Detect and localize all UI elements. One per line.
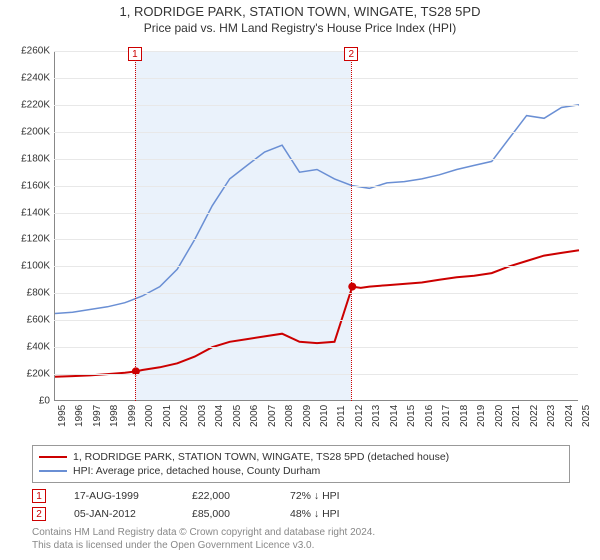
event-marker-box: 2 <box>32 507 46 521</box>
footer-line: This data is licensed under the Open Gov… <box>32 540 570 553</box>
series-dot <box>348 283 356 291</box>
event-marker-box: 1 <box>128 47 142 61</box>
y-axis-label: £140K <box>10 207 50 218</box>
gridline <box>54 213 578 214</box>
event-table: 1 17-AUG-1999 £22,000 72% ↓ HPI 2 05-JAN… <box>32 487 570 523</box>
y-axis-label: £260K <box>10 46 50 57</box>
y-axis-label: £0 <box>10 396 50 407</box>
legend-swatch <box>39 456 67 458</box>
plot-area <box>54 51 578 401</box>
legend-label: HPI: Average price, detached house, Coun… <box>73 465 320 477</box>
event-date: 17-AUG-1999 <box>74 490 164 502</box>
event-price: £22,000 <box>192 490 262 502</box>
y-axis-label: £180K <box>10 153 50 164</box>
footer-line: Contains HM Land Registry data © Crown c… <box>32 527 570 540</box>
y-axis-label: £100K <box>10 261 50 272</box>
event-price: £85,000 <box>192 508 262 520</box>
event-vline <box>351 51 352 401</box>
series-price_paid <box>55 250 579 377</box>
y-axis-label: £160K <box>10 180 50 191</box>
y-axis-label: £240K <box>10 72 50 83</box>
chart-subtitle: Price paid vs. HM Land Registry's House … <box>0 19 600 41</box>
event-row: 1 17-AUG-1999 £22,000 72% ↓ HPI <box>32 487 570 505</box>
event-delta: 72% ↓ HPI <box>290 490 340 502</box>
gridline <box>54 132 578 133</box>
gridline <box>54 266 578 267</box>
event-marker-box: 2 <box>344 47 358 61</box>
event-marker-box: 1 <box>32 489 46 503</box>
y-axis-label: £80K <box>10 288 50 299</box>
chart-area: £0 £20K £40K £60K £80K £100K £120K £140K £160K £1… <box>10 41 590 441</box>
y-axis-label: £40K <box>10 342 50 353</box>
y-axis-label: £60K <box>10 315 50 326</box>
series-hpi <box>55 105 579 314</box>
chart-container: 1, RODRIDGE PARK, STATION TOWN, WINGATE,… <box>0 0 600 560</box>
legend-swatch <box>39 470 67 472</box>
line-layer <box>55 51 579 401</box>
y-axis-label: £120K <box>10 234 50 245</box>
event-date: 05-JAN-2012 <box>74 508 164 520</box>
event-vline <box>135 51 136 401</box>
chart-title: 1, RODRIDGE PARK, STATION TOWN, WINGATE,… <box>0 0 600 19</box>
gridline <box>54 293 578 294</box>
legend-item: 1, RODRIDGE PARK, STATION TOWN, WINGATE,… <box>39 450 563 464</box>
legend: 1, RODRIDGE PARK, STATION TOWN, WINGATE,… <box>32 445 570 483</box>
legend-item: HPI: Average price, detached house, Coun… <box>39 464 563 478</box>
gridline <box>54 78 578 79</box>
x-axis-label: 2025 <box>581 405 600 427</box>
gridline <box>54 347 578 348</box>
gridline <box>54 239 578 240</box>
event-row: 2 05-JAN-2012 £85,000 48% ↓ HPI <box>32 505 570 523</box>
y-axis-label: £20K <box>10 369 50 380</box>
gridline <box>54 186 578 187</box>
gridline <box>54 105 578 106</box>
footer: Contains HM Land Registry data © Crown c… <box>32 527 570 552</box>
gridline <box>54 320 578 321</box>
event-delta: 48% ↓ HPI <box>290 508 340 520</box>
gridline <box>54 374 578 375</box>
y-axis-label: £200K <box>10 126 50 137</box>
legend-label: 1, RODRIDGE PARK, STATION TOWN, WINGATE,… <box>73 451 449 463</box>
y-axis-label: £220K <box>10 99 50 110</box>
gridline <box>54 159 578 160</box>
